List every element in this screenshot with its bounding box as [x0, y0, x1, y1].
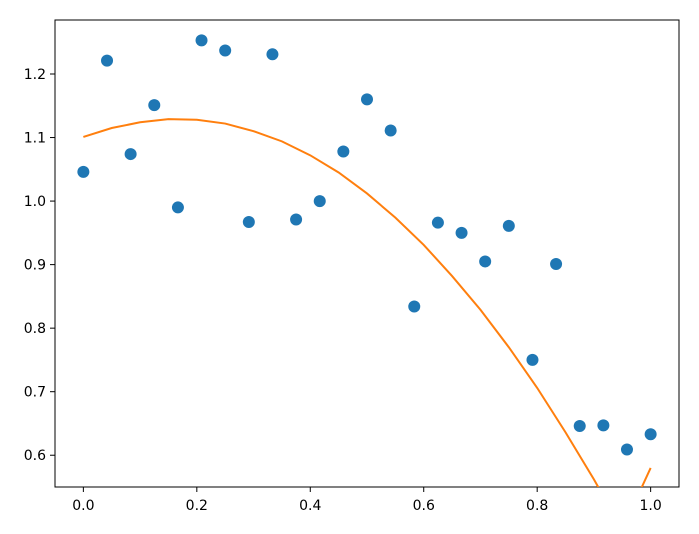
scatter-point — [266, 48, 279, 61]
scatter-point — [526, 353, 539, 366]
scatter-point — [77, 165, 90, 178]
y-tick-label: 1.1 — [24, 131, 46, 147]
scatter-point — [171, 201, 184, 214]
scatter-point — [479, 255, 492, 268]
fit-curve-line — [83, 118, 652, 487]
scatter-point — [644, 428, 657, 441]
y-tick-label: 0.8 — [24, 321, 46, 337]
x-tick-label: 1.0 — [640, 498, 662, 514]
scatter-point — [219, 44, 232, 57]
scatter-point — [337, 145, 350, 158]
scatter-point — [550, 257, 563, 270]
y-tick-label: 0.6 — [24, 448, 46, 464]
x-tick-label: 0.6 — [413, 498, 435, 514]
scatter-point — [620, 443, 633, 456]
x-tick-label: 0.8 — [526, 498, 548, 514]
scatter-point — [313, 195, 326, 208]
fit-line-layer — [83, 118, 652, 487]
plot-frame — [54, 19, 680, 488]
x-tick-label: 0.0 — [72, 498, 94, 514]
scatter-point — [431, 216, 444, 229]
x-tick-label: 0.4 — [299, 498, 321, 514]
y-tick-label: 1.2 — [24, 67, 46, 83]
scatter-point — [148, 99, 161, 112]
scatter-point — [361, 93, 373, 106]
y-tick-label: 1.0 — [24, 194, 46, 210]
scatter-point — [573, 420, 586, 433]
scatter-point — [408, 300, 421, 313]
y-tick-label: 0.9 — [24, 258, 46, 274]
scatter-point — [101, 54, 114, 67]
scatter-point — [290, 213, 303, 226]
scatter-point — [597, 419, 610, 432]
scatter-point — [242, 216, 255, 229]
scatter-point — [502, 219, 515, 232]
scatter-point — [455, 226, 468, 239]
scatter-point — [384, 124, 397, 137]
scatter-point — [195, 34, 208, 47]
ticks-layer: 0.0 0.2 0.4 0.6 0.8 1.0 0.6 0.7 0.8 0.9 1.0 1.1 1.2 — [24, 67, 662, 514]
scatter-point — [124, 148, 137, 161]
y-tick-label: 0.7 — [24, 385, 46, 401]
axes — [54, 19, 680, 488]
scatter-points-layer — [77, 34, 657, 456]
x-tick-label: 0.2 — [186, 498, 208, 514]
